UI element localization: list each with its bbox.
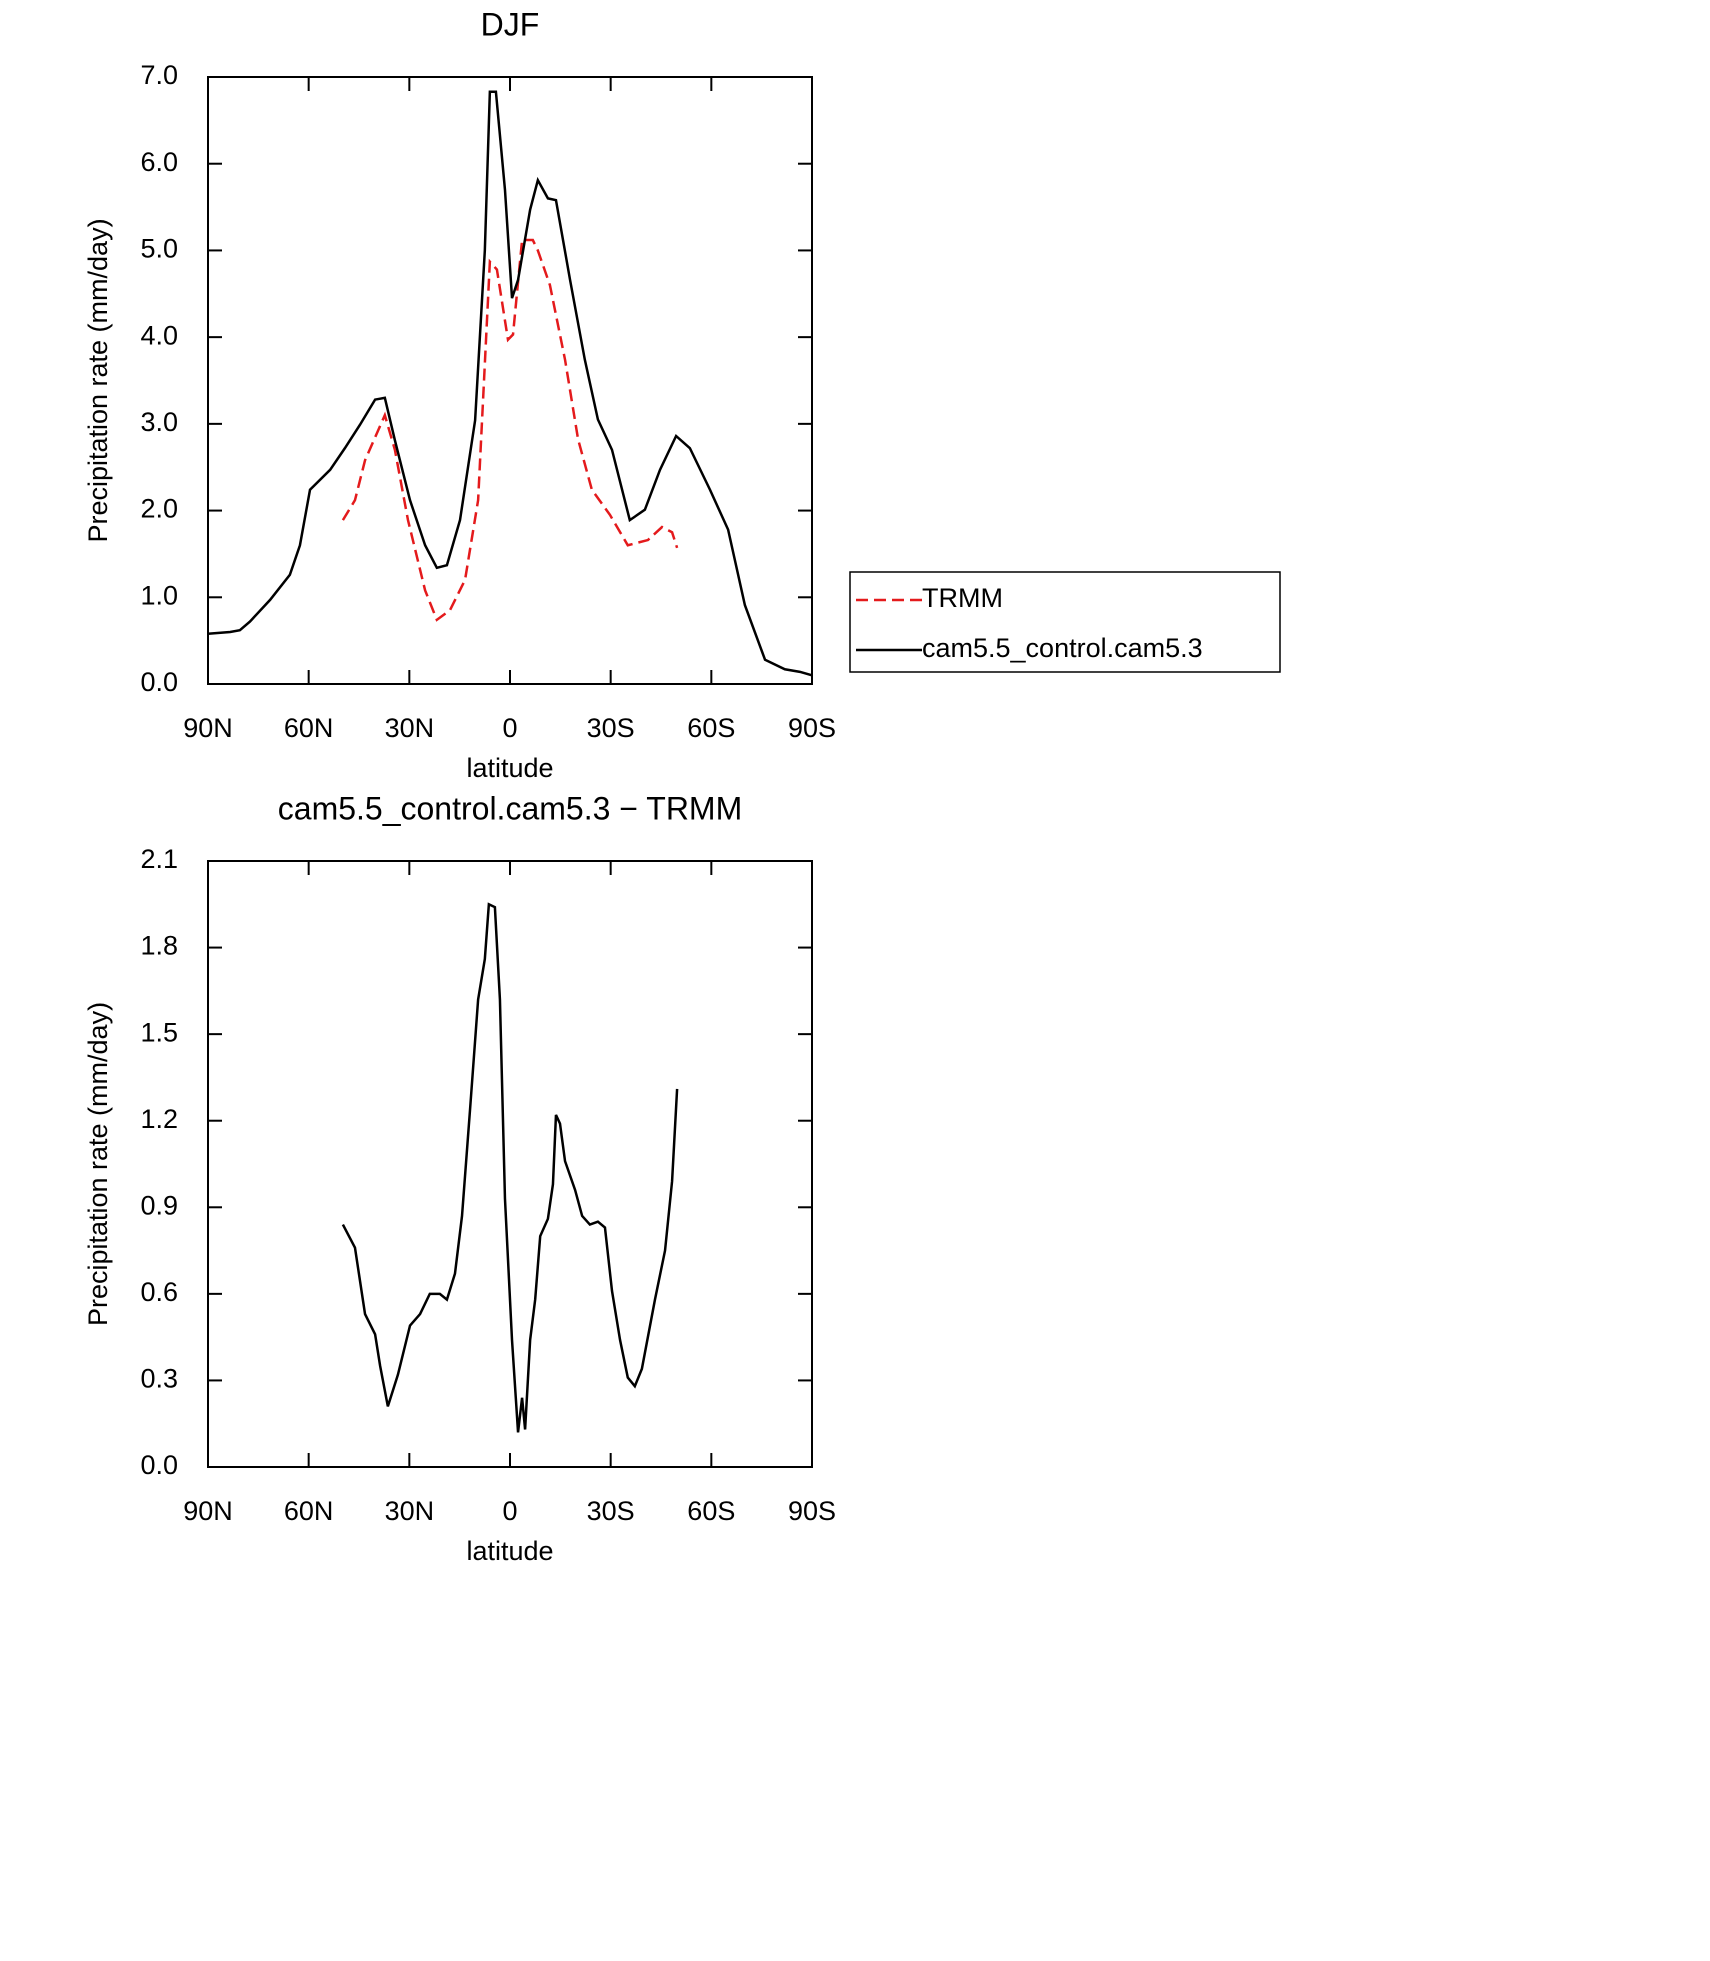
y-tick-label: 0.9 bbox=[140, 1190, 178, 1220]
y-axis-label: Precipitation rate (mm/day) bbox=[83, 218, 113, 542]
x-tick-label: 0 bbox=[502, 1496, 517, 1526]
x-axis-label: latitude bbox=[466, 753, 553, 783]
y-tick-label: 6.0 bbox=[140, 147, 178, 177]
y-tick-label: 1.8 bbox=[140, 931, 178, 961]
x-tick-label: 30S bbox=[587, 713, 635, 743]
y-tick-label: 0.6 bbox=[140, 1277, 178, 1307]
y-tick-label: 4.0 bbox=[140, 320, 178, 350]
x-tick-label: 90S bbox=[788, 713, 836, 743]
x-tick-label: 60N bbox=[284, 1496, 334, 1526]
chart-title: DJF bbox=[481, 6, 540, 42]
legend-box bbox=[849, 571, 1281, 673]
data-line bbox=[207, 90, 813, 677]
x-tick-label: 60S bbox=[687, 713, 735, 743]
chart-title: cam5.5_control.cam5.3 − TRMM bbox=[278, 790, 742, 826]
x-tick-label: 60S bbox=[687, 1496, 735, 1526]
y-tick-label: 3.0 bbox=[140, 407, 178, 437]
y-tick-label: 1.2 bbox=[140, 1104, 178, 1134]
x-tick-label: 30S bbox=[587, 1496, 635, 1526]
y-tick-label: 7.0 bbox=[140, 60, 178, 90]
x-tick-label: 90N bbox=[183, 1496, 233, 1526]
y-tick-label: 1.0 bbox=[140, 580, 178, 610]
data-line bbox=[341, 238, 679, 622]
y-tick-label: 0.0 bbox=[140, 1450, 178, 1480]
y-tick-label: 0.3 bbox=[140, 1364, 178, 1394]
x-tick-label: 30N bbox=[385, 1496, 435, 1526]
plot-frame bbox=[207, 860, 813, 1468]
y-tick-label: 2.1 bbox=[140, 844, 178, 874]
y-tick-label: 5.0 bbox=[140, 234, 178, 264]
legend-label: TRMM bbox=[922, 583, 1003, 613]
plot-frame bbox=[207, 76, 813, 685]
x-tick-label: 90S bbox=[788, 1496, 836, 1526]
x-tick-label: 90N bbox=[183, 713, 233, 743]
x-tick-label: 30N bbox=[385, 713, 435, 743]
x-tick-label: 0 bbox=[502, 713, 517, 743]
y-axis-label: Precipitation rate (mm/day) bbox=[83, 1002, 113, 1326]
y-tick-label: 2.0 bbox=[140, 494, 178, 524]
legend-label: cam5.5_control.cam5.3 bbox=[922, 633, 1203, 663]
x-tick-label: 60N bbox=[284, 713, 334, 743]
data-line bbox=[341, 902, 679, 1433]
y-tick-label: 1.5 bbox=[140, 1017, 178, 1047]
x-axis-label: latitude bbox=[466, 1536, 553, 1566]
y-tick-label: 0.0 bbox=[140, 667, 178, 697]
